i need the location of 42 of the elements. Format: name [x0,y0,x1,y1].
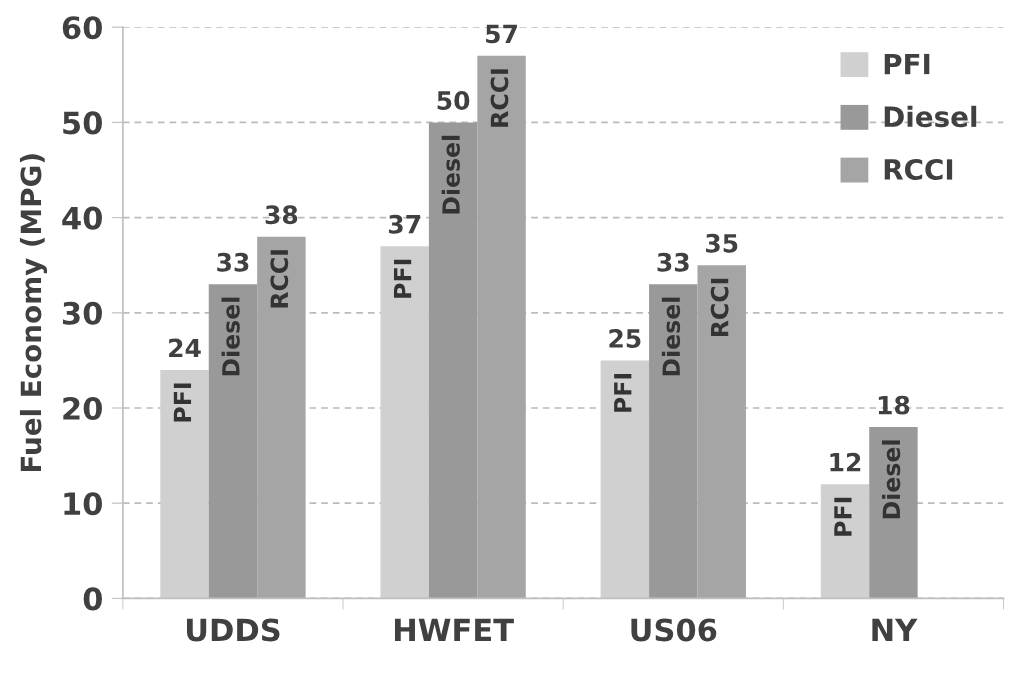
x-tick-label: NY [872,618,918,642]
text: RCCI [490,69,509,127]
data-label: 12 [830,452,861,472]
bar [600,360,650,599]
text: PFI [173,383,192,422]
x-tick-label: HWFET [395,618,514,642]
y-tick-label: 40 [62,206,102,230]
bar [380,246,429,599]
y-axis-title: Fuel Economy (MPG) [19,154,48,472]
data-label: 33 [657,252,689,272]
y-tick-label: 10 [64,492,102,516]
text: RCCI [710,278,729,337]
y-tick-label: 60 [62,16,102,40]
y-tick-label: 50 [63,111,102,135]
data-label: 33 [217,252,249,272]
text: PFI [393,259,412,298]
data-label: 18 [878,395,910,415]
bar [820,484,870,599]
bar [160,369,209,599]
legend-label: RCCI [884,158,953,180]
data-label: 24 [169,338,201,358]
bar [869,427,918,599]
text: Diesel [661,297,681,376]
text: Diesel [441,135,460,214]
data-label: 50 [437,91,470,110]
data-label: 57 [486,24,517,44]
data-label: 25 [609,329,641,348]
legend-label: PFI [884,53,930,75]
x-tick-label: US06 [631,618,717,642]
y-tick-label: 0 [83,587,102,611]
y-tick-label: 20 [63,396,102,421]
text: Diesel [221,297,240,376]
text: PFI [834,497,852,536]
data-label: 35 [705,233,738,253]
x-tick-label: UDDS [186,618,280,642]
data-label: 38 [265,205,298,225]
y-tick-label: 30 [62,301,102,325]
text: PFI [614,374,632,412]
data-label: 37 [388,214,421,234]
text: Diesel [882,440,901,519]
text: RCCI [270,250,289,308]
legend-label: Diesel [884,105,977,128]
